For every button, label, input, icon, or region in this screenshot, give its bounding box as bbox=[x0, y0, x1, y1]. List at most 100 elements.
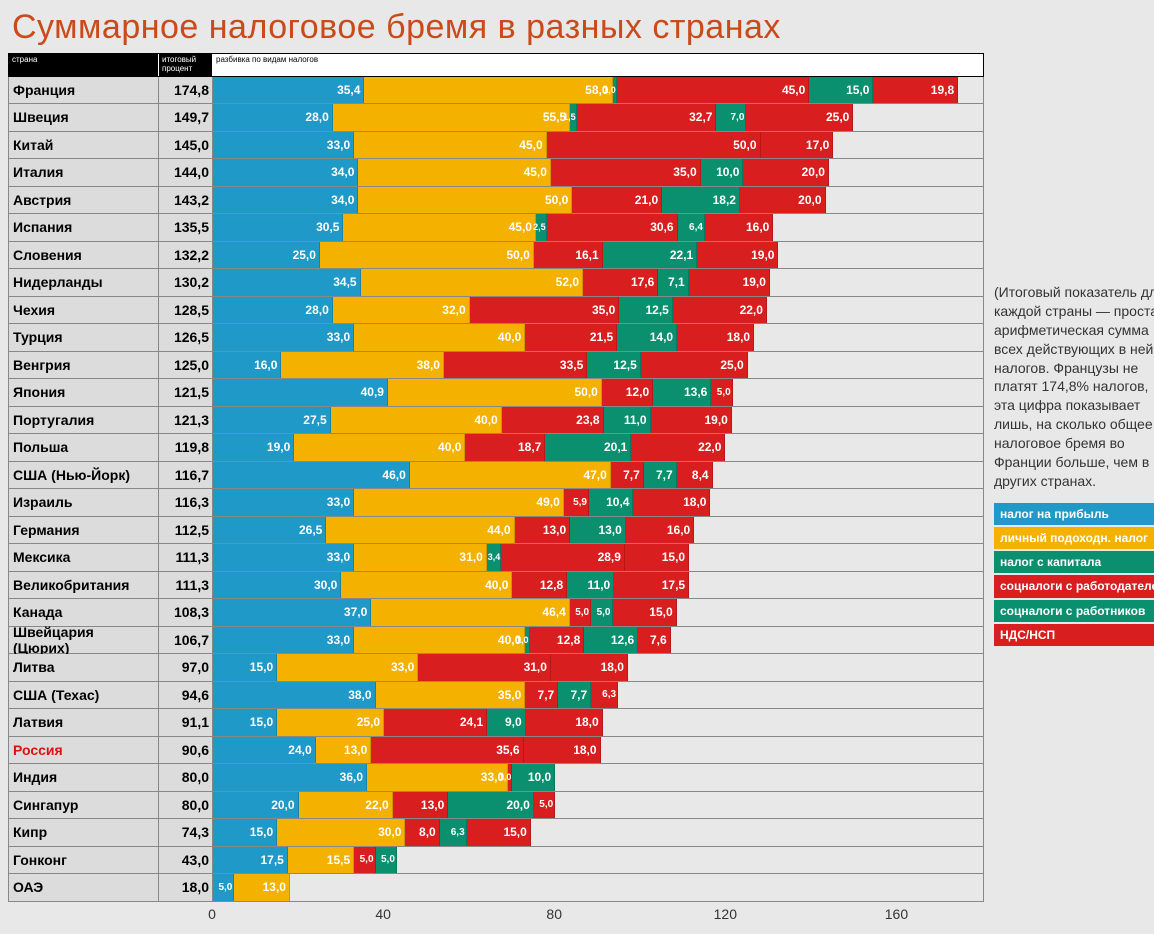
country-cell: Израиль bbox=[9, 489, 159, 516]
bar-segment: 19,0 bbox=[689, 269, 770, 296]
table-row: Нидерланды130,234,552,017,67,119,0 bbox=[9, 269, 983, 297]
country-cell: Китай bbox=[9, 132, 159, 159]
bar-segment: 19,0 bbox=[651, 407, 732, 434]
bar-segment: 5,0 bbox=[376, 847, 397, 874]
axis-tick: 80 bbox=[546, 906, 562, 922]
total-cell: 126,5 bbox=[159, 324, 213, 351]
bar-segment: 58,0 bbox=[364, 77, 612, 104]
bar-segment: 40,0 bbox=[341, 572, 512, 599]
bar-segment: 21,5 bbox=[525, 324, 617, 351]
bar-segment: 3,4 bbox=[487, 544, 502, 571]
bar-segment: 12,8 bbox=[530, 627, 585, 654]
country-cell: Швеция bbox=[9, 104, 159, 131]
header-breakdown: разбивка по видам налогов bbox=[213, 54, 983, 76]
table-row: США (Нью-Йорк)116,746,047,07,77,78,4 bbox=[9, 462, 983, 490]
bar-segment: 30,0 bbox=[277, 819, 405, 846]
bar-segment: 7,1 bbox=[658, 269, 688, 296]
bar-segment: 15,0 bbox=[467, 819, 531, 846]
bar-segment: 9,0 bbox=[487, 709, 526, 736]
bar-cell: 33,040,01,012,812,67,6 bbox=[213, 627, 983, 654]
total-cell: 90,6 bbox=[159, 737, 213, 764]
bar-segment: 8,4 bbox=[677, 462, 713, 489]
bar-segment: 55,5 bbox=[333, 104, 570, 131]
bar-segment: 46,0 bbox=[213, 462, 410, 489]
bar-segment: 11,0 bbox=[604, 407, 651, 434]
table-row: Мексика111,333,031,03,428,915,0 bbox=[9, 544, 983, 572]
bar-segment: 11,0 bbox=[567, 572, 614, 599]
bar-segment: 18,7 bbox=[465, 434, 545, 461]
total-cell: 174,8 bbox=[159, 77, 213, 104]
bar-segment: 49,0 bbox=[354, 489, 564, 516]
bar-segment: 34,5 bbox=[213, 269, 361, 296]
total-cell: 135,5 bbox=[159, 214, 213, 241]
bar-segment: 12,6 bbox=[584, 627, 638, 654]
bar-segment: 32,0 bbox=[333, 297, 470, 324]
legend-item: соцналоги с работодателей bbox=[994, 575, 1154, 597]
bar-segment: 35,0 bbox=[551, 159, 701, 186]
table-row: Израиль116,333,049,05,910,418,0 bbox=[9, 489, 983, 517]
bar-segment: 18,0 bbox=[526, 709, 603, 736]
total-cell: 145,0 bbox=[159, 132, 213, 159]
bar-segment: 20,0 bbox=[213, 792, 299, 819]
total-cell: 80,0 bbox=[159, 792, 213, 819]
bar-segment: 24,0 bbox=[213, 737, 316, 764]
bar-cell: 33,040,021,514,018,0 bbox=[213, 324, 983, 351]
chart-rows: Франция174,835,458,01,045,015,019,8Швеци… bbox=[8, 77, 984, 902]
bar-cell: 35,458,01,045,015,019,8 bbox=[213, 77, 983, 104]
country-cell: Латвия bbox=[9, 709, 159, 736]
bar-cell: 46,047,07,77,78,4 bbox=[213, 462, 983, 489]
total-cell: 144,0 bbox=[159, 159, 213, 186]
bar-cell: 24,013,035,618,0 bbox=[213, 737, 983, 764]
total-cell: 18,0 bbox=[159, 874, 213, 901]
bar-segment: 17,6 bbox=[583, 269, 658, 296]
bar-segment: 40,0 bbox=[354, 627, 525, 654]
bar-segment: 33,0 bbox=[213, 489, 354, 516]
table-row: Литва97,015,033,031,018,0 bbox=[9, 654, 983, 682]
bar-segment: 34,0 bbox=[213, 187, 358, 214]
country-cell: ОАЭ bbox=[9, 874, 159, 901]
bar-segment: 21,0 bbox=[572, 187, 662, 214]
header-country: страна bbox=[9, 54, 159, 76]
table-row: Италия144,034,045,035,010,020,0 bbox=[9, 159, 983, 187]
sidebar-note: (Итоговый показатель для каждой страны —… bbox=[994, 283, 1154, 491]
bar-cell: 20,022,013,020,05,0 bbox=[213, 792, 983, 819]
table-row: Кипр74,315,030,08,06,315,0 bbox=[9, 819, 983, 847]
bar-segment: 10,4 bbox=[589, 489, 633, 516]
bar-cell: 33,031,03,428,915,0 bbox=[213, 544, 983, 571]
bar-segment: 35,4 bbox=[213, 77, 364, 104]
total-cell: 130,2 bbox=[159, 269, 213, 296]
bar-segment: 37,0 bbox=[213, 599, 371, 626]
country-cell: Россия bbox=[9, 737, 159, 764]
chart-main: страна итоговый процент разбивка по вида… bbox=[8, 53, 984, 926]
bar-segment: 13,0 bbox=[316, 737, 372, 764]
bar-segment: 7,7 bbox=[611, 462, 644, 489]
bar-segment: 24,1 bbox=[384, 709, 487, 736]
bar-segment: 19,0 bbox=[697, 242, 778, 269]
bar-segment: 30,0 bbox=[213, 572, 341, 599]
table-header: страна итоговый процент разбивка по вида… bbox=[8, 53, 984, 77]
table-row: Канада108,337,046,45,05,015,0 bbox=[9, 599, 983, 627]
bar-cell: 40,950,012,013,65,0 bbox=[213, 379, 983, 406]
table-row: ОАЭ18,05,013,0 bbox=[9, 874, 983, 902]
bar-cell: 15,030,08,06,315,0 bbox=[213, 819, 983, 846]
bar-segment: 18,2 bbox=[662, 187, 740, 214]
total-cell: 132,2 bbox=[159, 242, 213, 269]
total-cell: 94,6 bbox=[159, 682, 213, 709]
bar-segment: 13,0 bbox=[234, 874, 290, 901]
bar-segment: 16,0 bbox=[213, 352, 281, 379]
total-cell: 97,0 bbox=[159, 654, 213, 681]
bar-segment: 15,0 bbox=[809, 77, 873, 104]
table-row: Венгрия125,016,038,033,512,525,0 bbox=[9, 352, 983, 380]
country-cell: Мексика bbox=[9, 544, 159, 571]
bar-segment: 40,9 bbox=[213, 379, 388, 406]
bar-segment: 12,8 bbox=[512, 572, 567, 599]
country-cell: Австрия bbox=[9, 187, 159, 214]
table-row: Австрия143,234,050,021,018,220,0 bbox=[9, 187, 983, 215]
bar-segment: 18,0 bbox=[551, 654, 628, 681]
bar-segment: 18,0 bbox=[524, 737, 601, 764]
bar-cell: 25,050,016,122,119,0 bbox=[213, 242, 983, 269]
legend-item: личный подоходн. налог bbox=[994, 527, 1154, 549]
country-cell: Турция bbox=[9, 324, 159, 351]
bar-segment: 22,0 bbox=[631, 434, 725, 461]
bar-segment: 15,0 bbox=[213, 654, 277, 681]
